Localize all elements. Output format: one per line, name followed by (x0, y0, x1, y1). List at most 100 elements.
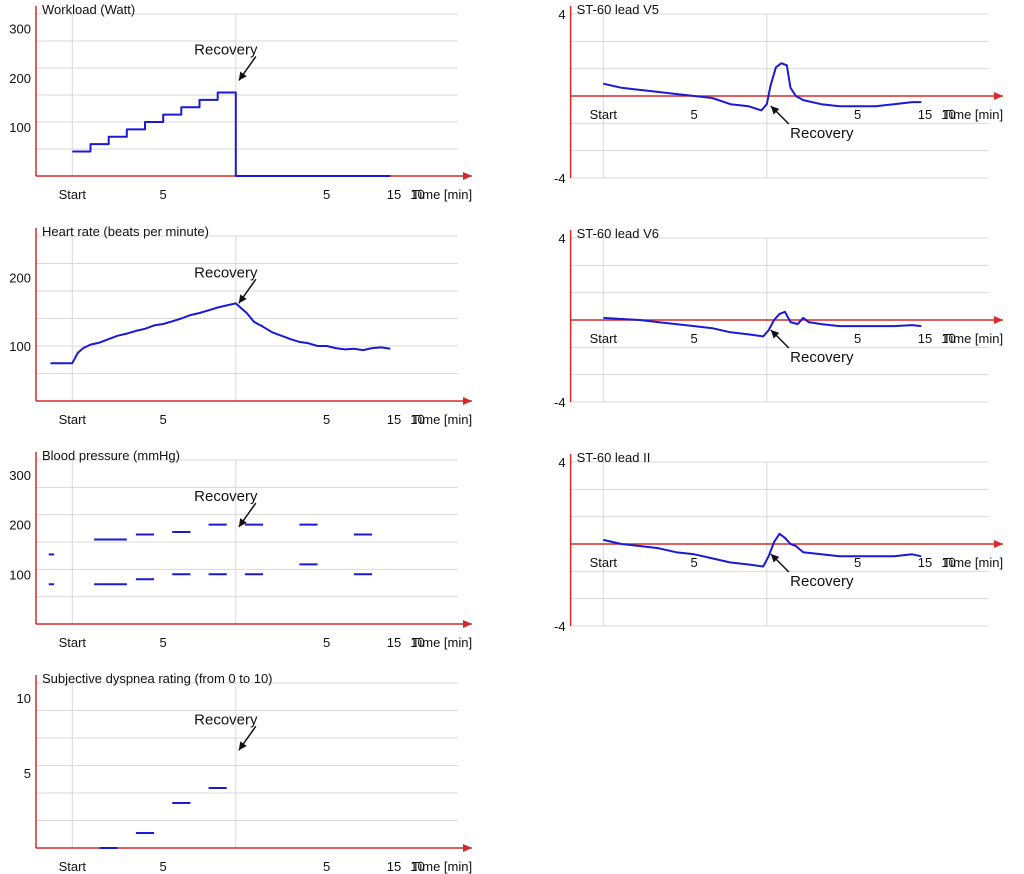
y-tick-label: 4 (558, 455, 565, 470)
chart-workload: Workload (Watt) 100 200 300 Start 5 5 10 15 Time … (9, 2, 472, 202)
x-tick-label: 15 (918, 107, 932, 122)
series-line (72, 91, 391, 177)
x-tick-label: Start (59, 412, 87, 427)
y-tick-label: 4 (558, 231, 565, 246)
grid-lines (36, 682, 458, 849)
x-tick-label: 5 (691, 107, 698, 122)
x-axis-label: Time [min] (412, 412, 472, 427)
x-tick-label: 5 (160, 859, 167, 874)
recovery-arrowhead (770, 554, 780, 563)
x-tick-label: 15 (918, 331, 932, 346)
recovery-label: Recovery (194, 488, 258, 505)
x-tick-label: 15 (387, 635, 401, 650)
y-tick-label: -4 (554, 395, 566, 410)
x-tick-label: 5 (854, 107, 861, 122)
chart-title: ST-60 lead V6 (577, 226, 659, 241)
data-series (48, 523, 373, 586)
recovery-label: Recovery (790, 125, 854, 142)
series-line (603, 532, 922, 568)
recovery-label: Recovery (194, 42, 258, 59)
x-tick-label: 5 (323, 187, 330, 202)
x-tick-label: Start (590, 331, 618, 346)
x-tick-label: 5 (323, 859, 330, 874)
x-tick-label: 15 (387, 412, 401, 427)
y-tick-label: -4 (554, 171, 566, 186)
x-tick-label: 5 (160, 412, 167, 427)
y-tick-label: 100 (9, 567, 31, 582)
x-tick-label: 10 (410, 859, 424, 874)
x-tick-label: 5 (854, 331, 861, 346)
y-tick-label: 4 (558, 7, 565, 22)
grid-lines (36, 459, 458, 625)
recovery-arrowhead (238, 741, 247, 751)
x-tick-label: 5 (691, 555, 698, 570)
data-series (603, 310, 922, 338)
x-tick-label: 5 (323, 635, 330, 650)
x-axis-label: Time [min] (943, 555, 1003, 570)
recovery-label: Recovery (790, 349, 854, 366)
recovery-arrowhead (238, 71, 247, 81)
data-series (603, 62, 922, 112)
chart-blood-pressure: Blood pressure (mmHg) 100 200 300 Start 5 5 10 1… (9, 448, 472, 650)
x-tick-label: Start (590, 555, 618, 570)
chart-dyspnea: Subjective dyspnea rating (from 0 to 10)… (17, 671, 473, 874)
recovery-arrowhead (238, 294, 247, 304)
series-line (50, 302, 391, 365)
x-tick-label: 10 (410, 412, 424, 427)
recovery-arrowhead (238, 518, 247, 527)
chart-title: Heart rate (beats per minute) (42, 224, 209, 239)
x-axis-arrowhead (463, 172, 472, 180)
chart-st-v5: ST-60 lead V5 4 -4 Start 5 5 10 15 Time [min] Rec… (554, 2, 1003, 186)
x-tick-label: 10 (941, 331, 955, 346)
x-tick-label: 15 (387, 859, 401, 874)
x-axis-arrowhead (994, 316, 1003, 324)
series-line (603, 310, 922, 338)
x-axis-arrowhead (994, 540, 1003, 548)
x-tick-label: Start (59, 187, 87, 202)
y-tick-label: 10 (17, 691, 31, 706)
data-series (50, 302, 391, 365)
y-tick-label: 100 (9, 120, 31, 135)
x-tick-label: 5 (323, 412, 330, 427)
recovery-arrowhead (770, 106, 780, 115)
y-tick-label: 300 (9, 22, 31, 37)
x-axis-arrowhead (463, 620, 472, 628)
x-axis-label: Time [min] (943, 107, 1003, 122)
data-series (72, 91, 391, 177)
x-axis-arrowhead (994, 92, 1003, 100)
chart-title: Blood pressure (mmHg) (42, 448, 180, 463)
x-tick-label: 5 (854, 555, 861, 570)
chart-st-v6: ST-60 lead V6 4 -4 Start 5 5 10 15 Time [min] Rec… (554, 226, 1003, 410)
x-tick-label: 5 (691, 331, 698, 346)
data-series (603, 532, 922, 568)
x-axis-label: Time [min] (412, 859, 472, 874)
x-tick-label: Start (590, 107, 618, 122)
y-tick-label: 200 (9, 270, 31, 285)
x-tick-label: 10 (410, 635, 424, 650)
y-tick-label: 200 (9, 518, 31, 533)
recovery-label: Recovery (790, 573, 854, 590)
x-tick-label: 10 (941, 107, 955, 122)
grid-lines (36, 13, 458, 177)
recovery-label: Recovery (194, 711, 258, 728)
x-tick-label: Start (59, 635, 87, 650)
x-tick-label: Start (59, 859, 87, 874)
x-tick-label: 5 (160, 635, 167, 650)
chart-title: Subjective dyspnea rating (from 0 to 10) (42, 671, 273, 686)
chart-heart-rate: Heart rate (beats per minute) 100 200 Start… (9, 224, 472, 427)
series-line (603, 62, 922, 112)
x-tick-label: 15 (387, 187, 401, 202)
chart-title: Workload (Watt) (42, 2, 135, 17)
x-tick-label: 10 (410, 187, 424, 202)
x-tick-label: 10 (941, 555, 955, 570)
grid-lines (36, 235, 458, 402)
y-tick-label: 100 (9, 339, 31, 354)
recovery-arrowhead (770, 330, 780, 339)
data-series (99, 787, 227, 849)
recovery-label: Recovery (194, 264, 258, 281)
x-tick-label: 15 (918, 555, 932, 570)
x-axis-label: Time [min] (943, 331, 1003, 346)
chart-st-ii: ST-60 lead II 4 -4 Start 5 5 10 15 Time [min] Rec… (554, 450, 1003, 634)
x-tick-label: 5 (160, 187, 167, 202)
